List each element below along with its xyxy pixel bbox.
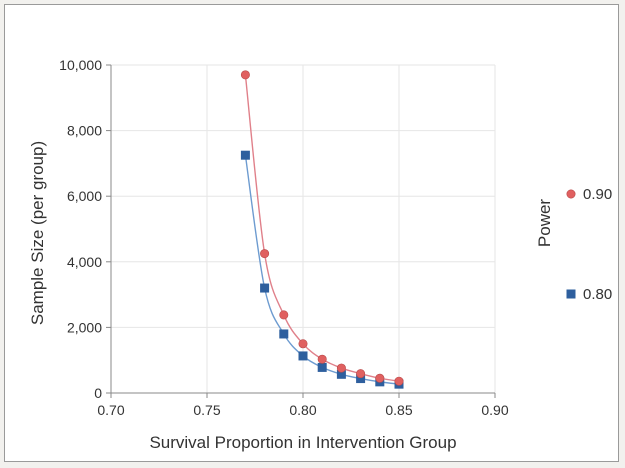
- x-tick-label: 0.70: [97, 402, 124, 418]
- series-0.80: [240, 150, 404, 389]
- grid-lines: [111, 64, 496, 393]
- data-point: [336, 369, 346, 379]
- data-point: [260, 283, 270, 293]
- data-point: [260, 249, 270, 259]
- series-line: [244, 155, 400, 385]
- data-point: [298, 339, 308, 349]
- x-tick-label: 0.90: [481, 402, 508, 418]
- data-point: [394, 376, 404, 386]
- data-point: [298, 351, 308, 361]
- legend-marker: [566, 189, 576, 199]
- y-tick-label: 8,000: [67, 123, 102, 139]
- y-tick-label: 2,000: [67, 319, 102, 335]
- x-tick-label: 0.80: [289, 402, 316, 418]
- data-point: [356, 374, 366, 384]
- data-point: [336, 363, 346, 373]
- x-axis-title: Survival Proportion in Intervention Grou…: [149, 433, 456, 452]
- data-point: [375, 373, 385, 383]
- y-axis-title: Sample Size (per group): [28, 141, 47, 325]
- series-line: [244, 74, 400, 382]
- y-tick-label: 10,000: [59, 57, 102, 73]
- y-tick-label: 6,000: [67, 188, 102, 204]
- data-point: [240, 150, 250, 160]
- legend-label: 0.90: [583, 186, 612, 203]
- data-point: [317, 362, 327, 372]
- data-point: [317, 354, 327, 364]
- chart-frame: 0 2,000 4,000 6,000 8,000 10,000 0.70 0.75 0.80 0…: [4, 4, 619, 462]
- axes: 0 2,000 4,000 6,000 8,000 10,000 0.70 0.75 0.80 0…: [59, 57, 509, 418]
- data-point: [279, 310, 289, 320]
- data-point: [356, 369, 366, 379]
- data-point: [240, 70, 250, 80]
- legend-label: 0.80: [583, 286, 612, 303]
- series-layer: [240, 70, 404, 389]
- legend-title: Power: [535, 199, 554, 248]
- y-tick-label: 4,000: [67, 254, 102, 270]
- x-tick-label: 0.75: [193, 402, 220, 418]
- y-tick-label: 0: [94, 385, 102, 401]
- data-point: [279, 329, 289, 339]
- series-0.90: [240, 70, 404, 386]
- legend-entry-0.80: 0.80: [566, 286, 612, 303]
- legend-marker: [566, 289, 576, 299]
- legend-entry-0.90: 0.90: [566, 186, 612, 203]
- legend: 0.90 0.80: [566, 186, 612, 303]
- x-tick-label: 0.85: [385, 402, 412, 418]
